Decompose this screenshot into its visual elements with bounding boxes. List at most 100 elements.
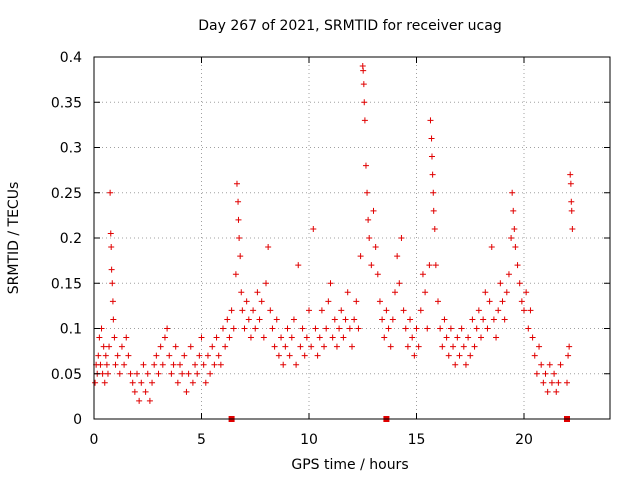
data-point <box>501 316 508 323</box>
data-point <box>237 253 244 260</box>
x-tick-labels: 0 5 10 15 20 <box>90 432 533 448</box>
data-point <box>164 325 171 332</box>
data-point <box>469 316 476 323</box>
data-point <box>323 325 330 332</box>
data-point <box>179 370 186 377</box>
data-point <box>361 99 368 106</box>
data-point <box>407 316 414 323</box>
data-point <box>230 325 237 332</box>
data-point <box>220 325 226 332</box>
data-point <box>306 307 312 314</box>
data-point <box>213 334 220 341</box>
data-point <box>252 325 259 332</box>
data-point <box>290 316 297 323</box>
data-point <box>467 352 474 359</box>
data-point <box>161 334 168 341</box>
data-point <box>557 361 564 368</box>
data-point <box>529 334 536 341</box>
data-point <box>280 361 287 368</box>
data-point <box>372 244 379 251</box>
data-point <box>568 207 575 214</box>
data-point <box>99 370 106 377</box>
data-point <box>565 352 572 359</box>
data-point <box>222 343 229 350</box>
data-point <box>523 289 530 296</box>
data-point <box>555 379 562 386</box>
data-point <box>568 198 575 205</box>
data-point <box>493 334 500 341</box>
data-point <box>510 207 517 214</box>
data-point <box>187 343 194 350</box>
data-point <box>102 352 109 359</box>
data-point <box>336 325 343 332</box>
data-point <box>422 289 429 296</box>
data-points <box>92 63 576 404</box>
data-point <box>516 280 523 287</box>
x-tick-label: 20 <box>515 432 533 448</box>
data-point <box>392 289 398 296</box>
data-point <box>96 334 103 341</box>
data-point <box>389 316 396 323</box>
data-point <box>333 343 340 350</box>
data-point <box>364 189 371 196</box>
data-point <box>142 388 149 395</box>
data-point <box>365 216 372 223</box>
data-point <box>527 307 534 314</box>
data-point <box>465 334 472 341</box>
data-point <box>183 388 190 395</box>
data-point <box>368 262 375 269</box>
data-point <box>450 343 457 350</box>
data-point <box>360 67 367 74</box>
data-point <box>101 379 108 386</box>
data-point <box>424 325 431 332</box>
data-point <box>202 379 209 386</box>
data-point <box>445 352 452 359</box>
data-point <box>499 298 506 305</box>
data-point <box>316 334 323 341</box>
data-point <box>196 352 203 359</box>
y-tick-label: 0.1 <box>60 322 82 338</box>
data-point <box>308 343 315 350</box>
data-point <box>103 361 110 368</box>
data-point <box>278 334 285 341</box>
data-point <box>512 244 519 251</box>
data-point <box>200 361 207 368</box>
data-point <box>503 289 510 296</box>
data-point <box>525 325 532 332</box>
data-point <box>482 289 489 296</box>
data-point <box>293 361 300 368</box>
data-point <box>429 171 436 178</box>
data-point <box>100 343 107 350</box>
data-point <box>329 334 336 341</box>
data-point <box>263 280 269 287</box>
data-point <box>480 316 487 323</box>
data-point <box>271 343 278 350</box>
data-point <box>258 298 265 305</box>
data-point <box>331 316 338 323</box>
data-point <box>546 361 553 368</box>
data-point <box>443 334 450 341</box>
x-tick-label: 10 <box>300 432 318 448</box>
data-point <box>509 189 516 196</box>
data-point <box>250 307 257 314</box>
data-point <box>151 361 158 368</box>
data-point <box>170 361 177 368</box>
data-point <box>398 235 405 241</box>
data-point <box>269 325 276 332</box>
data-point <box>116 370 123 377</box>
data-point <box>346 325 353 332</box>
data-point <box>149 379 156 386</box>
data-point <box>567 180 574 187</box>
data-point <box>284 325 291 332</box>
data-point <box>110 316 117 323</box>
data-point <box>243 298 250 305</box>
y-tick-labels: 0 0.05 0.1 0.15 0.2 0.25 0.3 0.35 0.4 <box>51 50 82 428</box>
data-point <box>338 307 345 314</box>
data-point <box>426 262 433 269</box>
data-point <box>146 397 153 404</box>
data-point <box>166 352 173 359</box>
data-point <box>353 298 360 305</box>
data-point <box>109 298 116 305</box>
data-point <box>497 280 504 287</box>
data-point <box>417 307 424 314</box>
